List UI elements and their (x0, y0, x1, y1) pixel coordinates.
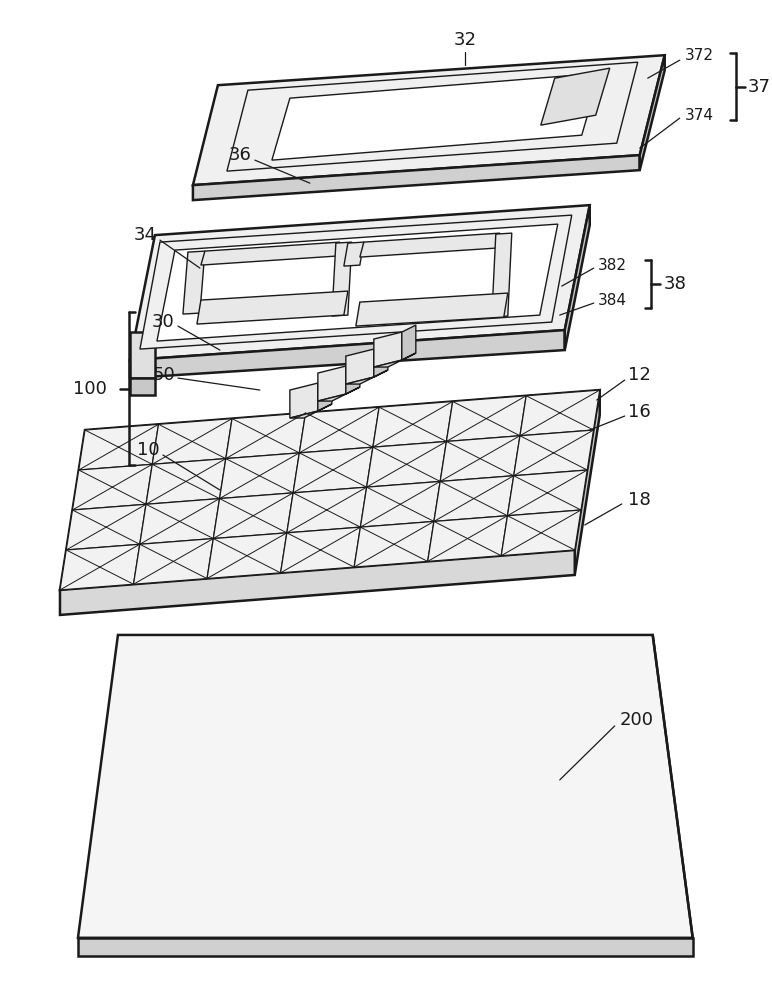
Polygon shape (428, 516, 507, 561)
Polygon shape (367, 441, 446, 487)
Polygon shape (346, 349, 374, 384)
Polygon shape (374, 332, 402, 367)
Polygon shape (344, 242, 364, 266)
Polygon shape (193, 55, 665, 185)
Text: 16: 16 (628, 403, 651, 421)
Polygon shape (434, 476, 513, 521)
Polygon shape (507, 470, 587, 516)
Polygon shape (332, 242, 352, 316)
Polygon shape (201, 242, 340, 265)
Polygon shape (446, 396, 527, 441)
Polygon shape (293, 447, 373, 493)
Polygon shape (440, 436, 520, 481)
Polygon shape (346, 359, 360, 394)
Polygon shape (140, 215, 572, 349)
Polygon shape (66, 504, 146, 550)
Text: 30: 30 (152, 313, 175, 331)
Polygon shape (513, 430, 594, 476)
Text: 10: 10 (137, 441, 160, 459)
Polygon shape (134, 539, 213, 584)
Polygon shape (280, 527, 361, 573)
Text: 36: 36 (229, 146, 252, 164)
Text: 38: 38 (663, 275, 686, 293)
Polygon shape (374, 342, 388, 377)
Text: 12: 12 (628, 366, 651, 384)
Polygon shape (565, 205, 590, 350)
Polygon shape (356, 293, 508, 326)
Polygon shape (290, 404, 332, 418)
Polygon shape (225, 413, 306, 459)
Polygon shape (146, 459, 225, 504)
Polygon shape (492, 233, 512, 317)
Polygon shape (373, 401, 452, 447)
Polygon shape (640, 55, 665, 170)
Polygon shape (130, 205, 590, 360)
Polygon shape (79, 424, 158, 470)
Text: 32: 32 (453, 31, 476, 49)
Polygon shape (183, 251, 205, 314)
Polygon shape (157, 224, 557, 341)
Text: 50: 50 (152, 366, 175, 384)
Polygon shape (300, 407, 379, 453)
Polygon shape (520, 390, 600, 436)
Polygon shape (78, 635, 692, 938)
Polygon shape (318, 387, 360, 401)
Polygon shape (73, 464, 152, 510)
Polygon shape (402, 325, 416, 360)
Polygon shape (60, 544, 140, 590)
Polygon shape (130, 330, 565, 378)
Polygon shape (213, 493, 293, 539)
Text: 374: 374 (685, 108, 713, 123)
Polygon shape (152, 419, 232, 464)
Polygon shape (290, 383, 318, 418)
Polygon shape (501, 510, 581, 556)
Polygon shape (287, 487, 367, 533)
Polygon shape (60, 390, 600, 590)
Polygon shape (575, 390, 600, 575)
Text: 34: 34 (134, 226, 157, 244)
Polygon shape (130, 332, 155, 378)
Polygon shape (130, 378, 155, 395)
Polygon shape (272, 73, 600, 160)
Polygon shape (540, 68, 610, 125)
Text: 200: 200 (620, 711, 654, 729)
Polygon shape (361, 481, 440, 527)
Text: 100: 100 (73, 380, 107, 398)
Polygon shape (346, 370, 388, 384)
Polygon shape (78, 938, 692, 956)
Polygon shape (140, 499, 219, 544)
Polygon shape (227, 62, 638, 171)
Polygon shape (318, 376, 332, 411)
Polygon shape (318, 366, 346, 401)
Polygon shape (354, 521, 434, 567)
Text: 372: 372 (685, 48, 713, 63)
Polygon shape (60, 550, 575, 615)
Text: 384: 384 (598, 293, 627, 308)
Text: 382: 382 (598, 258, 627, 273)
Polygon shape (360, 233, 499, 257)
Text: 18: 18 (628, 491, 651, 509)
Text: 37: 37 (748, 78, 771, 96)
Polygon shape (374, 353, 416, 367)
Polygon shape (207, 533, 287, 579)
Polygon shape (197, 291, 348, 324)
Polygon shape (193, 155, 640, 200)
Polygon shape (219, 453, 300, 499)
